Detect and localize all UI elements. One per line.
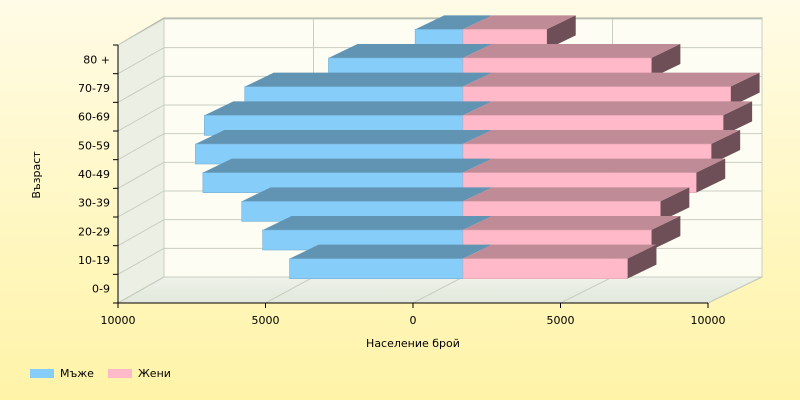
grid-line-side <box>117 47 165 75</box>
legend-item-female: Жени <box>107 367 171 380</box>
bar-side-female <box>730 72 760 107</box>
y-tick-label: 30-39 <box>78 197 110 210</box>
bar-side-female <box>723 101 753 136</box>
grid-line-side <box>117 18 165 46</box>
bar-top-male <box>195 130 492 144</box>
x-axis-title: Население брой <box>366 337 460 350</box>
bar-top-female <box>463 187 690 202</box>
bar-top-female <box>463 158 726 173</box>
bar-top-male <box>415 15 492 30</box>
bar-top-female <box>463 130 741 144</box>
legend-item-male: Мъже <box>30 367 94 380</box>
chart-floor <box>116 276 763 304</box>
grid-line-floor <box>265 276 314 304</box>
bar-female <box>462 258 628 279</box>
y-tick-label: 0-9 <box>92 283 110 296</box>
bar-side-female <box>660 187 690 222</box>
bar-side-female <box>546 15 576 50</box>
grid-line-side <box>117 75 165 103</box>
bar-side-female <box>651 44 681 78</box>
x-tick-label: 10000 <box>691 314 726 327</box>
bar-top-female <box>463 44 681 58</box>
legend-label-male: Мъже <box>60 367 94 380</box>
grid-line-side <box>117 133 165 161</box>
y-tick-label: 20-29 <box>78 225 110 238</box>
legend-label-female: Жени <box>137 367 171 380</box>
bar-side-female <box>696 158 726 193</box>
bar-top-male <box>244 72 492 87</box>
legend-swatch-female <box>107 369 132 378</box>
bar-side-female <box>651 216 681 250</box>
bar-side-female <box>627 244 657 279</box>
x-tick-label: 0 <box>410 314 417 327</box>
legend-swatch-male <box>30 369 54 378</box>
bar-top-male <box>204 101 493 116</box>
y-axis-title: Възраст <box>30 151 43 199</box>
bar-male <box>289 258 464 279</box>
bar-top-female <box>463 101 753 116</box>
grid-line-side <box>117 190 165 218</box>
grid-line-side <box>117 219 165 247</box>
chart-bars <box>195 15 760 279</box>
grid-line-floor <box>707 276 763 304</box>
grid-line-floor <box>117 276 165 304</box>
bar-top-female <box>463 216 681 230</box>
bar-top-male <box>241 187 492 202</box>
grid-line-side <box>117 247 165 275</box>
x-tick-label: 5000 <box>547 314 575 327</box>
grid-line-side <box>117 104 165 132</box>
y-tick-label: 70-79 <box>78 82 110 95</box>
chart-legend: Мъже Жени <box>30 367 171 380</box>
bar-side-female <box>711 130 741 164</box>
bar-top-male <box>289 244 492 259</box>
y-tick-label: 10-19 <box>78 254 110 267</box>
bar-top-female <box>463 15 576 30</box>
grid-line-floor <box>560 276 613 304</box>
y-tick-label: 80 + <box>83 53 110 66</box>
x-tick-label: 10000 <box>101 314 136 327</box>
bar-top-male <box>202 158 492 173</box>
bar-top-male <box>262 216 492 230</box>
y-tick-label: 50-59 <box>78 139 110 152</box>
y-tick-label: 60-69 <box>78 111 110 124</box>
y-tick-label: 40-49 <box>78 168 110 181</box>
x-tick-label: 5000 <box>252 314 280 327</box>
chart-ticks: 0-9 10-19 20-29 30-39 40-49 50-59 60-69 70-79 80… <box>78 44 726 327</box>
grid-line-floor <box>412 276 464 304</box>
bar-top-female <box>463 244 657 259</box>
bar-top-female <box>463 72 760 87</box>
bar-top-male <box>328 44 492 58</box>
grid-line-side <box>117 161 165 189</box>
